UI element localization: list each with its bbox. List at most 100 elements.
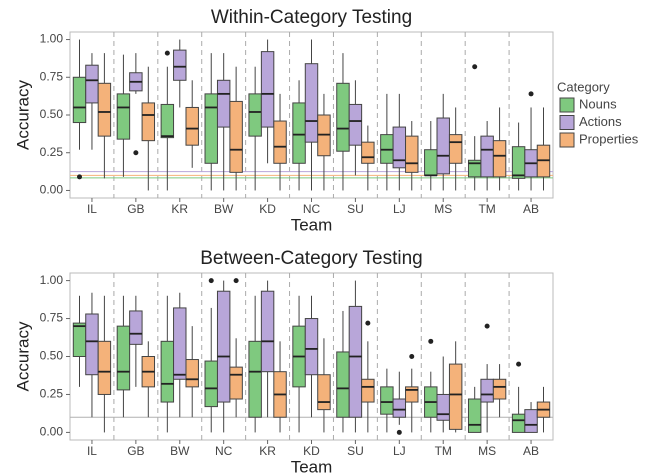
box — [380, 386, 394, 415]
legend-label: Properties — [579, 131, 639, 146]
x-tick-label: KD — [259, 202, 276, 216]
box — [160, 103, 175, 139]
box — [216, 290, 231, 403]
box — [348, 103, 363, 146]
box — [204, 93, 218, 164]
outlier — [365, 320, 371, 326]
box — [97, 340, 112, 395]
outlier — [396, 429, 402, 435]
y-tick-label: 0.50 — [40, 107, 64, 121]
outlier — [472, 64, 478, 70]
x-tick-label: AB — [523, 202, 539, 216]
box — [436, 117, 450, 175]
box — [292, 102, 306, 164]
x-axis-label: Team — [291, 215, 333, 234]
legend-title: Category — [557, 79, 610, 94]
box — [511, 146, 526, 179]
box — [317, 374, 331, 411]
x-tick-label: TM — [478, 202, 495, 216]
box — [424, 149, 438, 176]
box — [116, 325, 131, 391]
box — [173, 49, 187, 81]
y-tick-label: 0.25 — [40, 145, 64, 159]
chart-title: Between-Category Testing — [200, 248, 423, 269]
x-tick-label: GB — [127, 202, 144, 216]
y-tick-label: 1.00 — [40, 32, 64, 46]
x-tick-label: BW — [214, 202, 234, 216]
outlier — [428, 338, 434, 344]
box — [85, 313, 99, 376]
y-tick-label: 0.75 — [40, 311, 64, 325]
y-axis-label: Accuracy — [13, 80, 32, 150]
y-axis-label: Accuracy — [13, 321, 32, 391]
legend-label: Nouns — [579, 96, 617, 111]
outlier — [208, 278, 214, 284]
box — [348, 305, 363, 418]
box — [392, 398, 407, 418]
x-tick-label: GB — [127, 444, 144, 458]
box — [216, 79, 231, 128]
x-tick-label: AB — [523, 444, 539, 458]
outlier — [133, 150, 139, 156]
x-tick-label: IL — [87, 444, 97, 458]
x-axis-label: Team — [291, 457, 333, 475]
box — [392, 126, 407, 169]
box — [273, 120, 287, 164]
box — [260, 51, 275, 128]
outlier — [528, 91, 534, 97]
outlier — [516, 361, 522, 367]
box — [185, 359, 199, 388]
x-tick-label: MS — [478, 444, 496, 458]
box — [248, 93, 262, 137]
box — [116, 93, 131, 140]
x-tick-label: SU — [347, 202, 364, 216]
box — [129, 310, 143, 345]
box — [173, 307, 187, 380]
box — [72, 76, 87, 124]
box — [185, 106, 199, 146]
outlier — [409, 354, 415, 359]
legend-label: Actions — [579, 114, 622, 129]
chart-title: Within-Category Testing — [211, 7, 412, 28]
y-tick-label: 0.25 — [40, 387, 64, 401]
box — [361, 378, 375, 403]
y-tick-label: 0.00 — [40, 183, 64, 197]
y-tick-label: 0.50 — [40, 349, 64, 363]
box — [229, 100, 243, 173]
x-tick-label: BW — [170, 444, 190, 458]
x-tick-label: LJ — [393, 202, 406, 216]
box — [97, 82, 112, 137]
x-tick-label: MS — [434, 202, 452, 216]
x-tick-label: KR — [171, 202, 188, 216]
y-tick-label: 0.00 — [40, 425, 64, 439]
box — [524, 409, 538, 433]
box — [72, 322, 87, 358]
box — [480, 378, 494, 403]
box — [204, 360, 218, 408]
outlier — [77, 174, 83, 180]
box — [492, 378, 507, 400]
box — [336, 351, 350, 418]
box — [248, 340, 262, 418]
box — [480, 135, 494, 178]
box — [511, 413, 526, 433]
x-tick-label: NC — [303, 202, 321, 216]
x-tick-label: KD — [303, 444, 320, 458]
x-tick-label: NC — [215, 444, 233, 458]
legend-key — [559, 97, 575, 113]
box — [361, 141, 375, 164]
box — [336, 82, 350, 152]
x-tick-label: IL — [87, 202, 97, 216]
legend-key — [559, 115, 575, 130]
box — [141, 102, 156, 142]
box — [229, 366, 243, 400]
outlier — [164, 50, 170, 56]
x-tick-label: KR — [259, 444, 276, 458]
legend-key — [559, 132, 575, 148]
box — [405, 135, 419, 173]
box — [304, 63, 319, 143]
box — [436, 393, 450, 421]
box — [492, 140, 507, 178]
x-tick-label: SU — [347, 444, 364, 458]
